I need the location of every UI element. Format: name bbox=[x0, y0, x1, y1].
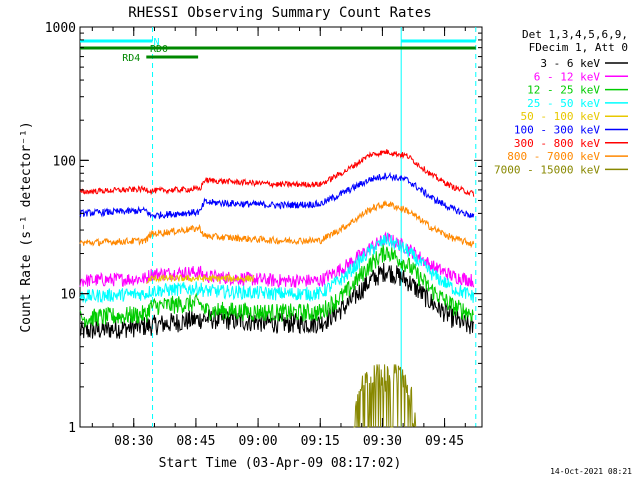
legend-label-5: 100 - 300 keV bbox=[514, 124, 600, 137]
x-tick-label-4: 09:30 bbox=[363, 434, 402, 449]
series-line-3 bbox=[79, 233, 475, 304]
legend-label-4: 50 - 100 keV bbox=[521, 110, 601, 123]
legend-label-2: 12 - 25 keV bbox=[527, 84, 600, 97]
series-line-5 bbox=[79, 171, 475, 220]
state-bar-label-3: RD4 bbox=[122, 53, 140, 64]
legend-label-0: 3 - 6 keV bbox=[540, 57, 600, 70]
plot-frame bbox=[79, 26, 483, 428]
x-axis-label: Start Time (03-Apr-09 08:17:02) bbox=[159, 456, 402, 471]
footer-timestamp: 14-Oct-2021 08:21 bbox=[550, 467, 632, 476]
state-bar-label-0: N bbox=[154, 37, 160, 48]
y-tick-label-0: 1 bbox=[68, 421, 76, 436]
x-axis: 08:30 08:45 09:00 09:15 09:30 09:45 bbox=[91, 27, 466, 449]
y-axis: 1 10 100 1000 bbox=[45, 21, 482, 436]
legend-label-1: 6 - 12 keV bbox=[534, 70, 601, 83]
y-tick-label-2: 100 bbox=[53, 154, 76, 169]
legend-label-6: 300 - 800 keV bbox=[514, 137, 600, 150]
y-tick-label-1: 10 bbox=[60, 288, 76, 303]
x-tick-label-2: 09:00 bbox=[239, 434, 278, 449]
y-axis-label: Count Rate (s⁻¹ detector⁻¹) bbox=[19, 121, 34, 332]
series-line-2 bbox=[79, 244, 474, 328]
x-tick-label-5: 09:45 bbox=[425, 434, 464, 449]
state-bar-label-2: RD0 bbox=[150, 44, 168, 55]
series-line-4 bbox=[146, 273, 255, 284]
legend: Det 1,3,4,5,6,9,FDecim 1, Att 0 3 - 6 keV… bbox=[494, 28, 628, 176]
y-tick-label-3: 1000 bbox=[45, 21, 76, 36]
legend-label-7: 800 - 7000 keV bbox=[507, 150, 600, 163]
x-tick-label-3: 09:15 bbox=[301, 434, 340, 449]
series-layer bbox=[79, 149, 475, 428]
x-tick-label-0: 08:30 bbox=[114, 434, 153, 449]
legend-label-8: 7000 - 15000 keV bbox=[494, 163, 600, 176]
series-line-0 bbox=[79, 262, 475, 339]
legend-header-1: FDecim 1, Att 0 bbox=[529, 41, 628, 54]
legend-header-0: Det 1,3,4,5,6,9, bbox=[522, 28, 628, 41]
x-tick-label-1: 08:45 bbox=[176, 434, 215, 449]
series-line-6 bbox=[79, 149, 475, 197]
chart-title: RHESSI Observing Summary Count Rates bbox=[128, 5, 431, 21]
legend-label-3: 25 - 50 keV bbox=[527, 97, 600, 110]
vertical-marker-layer bbox=[152, 27, 477, 427]
series-line-7 bbox=[79, 200, 475, 249]
series-line-8 bbox=[353, 364, 417, 428]
